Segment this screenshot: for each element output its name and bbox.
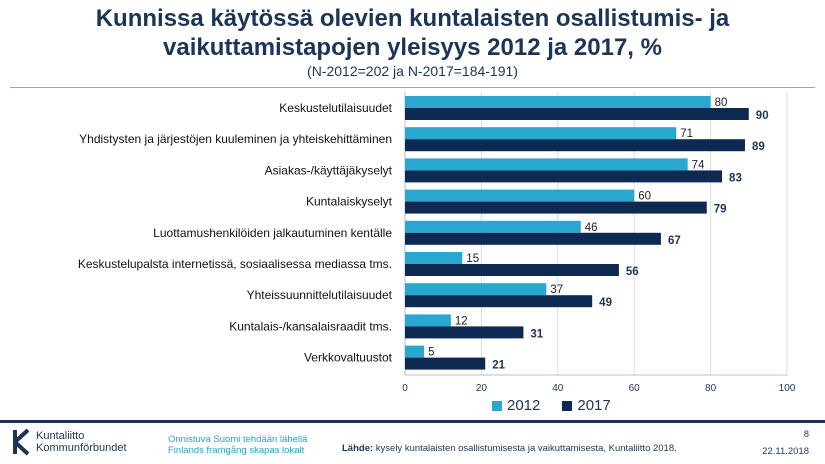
x-tick-label: 60: [629, 383, 641, 393]
chart-subtitle: (N-2012=202 ja N-2017=184-191): [307, 63, 518, 79]
x-tick-label: 40: [552, 383, 564, 393]
bar-2017: [405, 139, 745, 152]
title-line-2: vaikuttamistapojen yleisyys 2012 ja 2017…: [163, 34, 662, 61]
title-divider: [10, 87, 815, 88]
bar-2012: [405, 220, 581, 233]
data-label-2017: 49: [599, 297, 612, 309]
bar-2012: [405, 283, 547, 296]
data-label-2017: 89: [752, 141, 765, 153]
category-label: Yhdistysten ja järjestöjen kuuleminen ja…: [79, 132, 392, 146]
footer-divider: [0, 420, 825, 423]
bar-2012: [405, 189, 635, 202]
x-tick-label: 80: [705, 383, 717, 393]
data-label-2012: 5: [428, 347, 434, 359]
category-label: Yhteissuunnittelutilaisuudet: [247, 288, 393, 302]
x-tick-label: 0: [402, 383, 408, 393]
tagline-fi: Onnistuva Suomi tehdään lähellä: [168, 434, 308, 445]
source-text: kysely kuntalaisten osallistumisesta ja …: [373, 443, 677, 454]
chart-legend: 2012 2017: [492, 397, 611, 414]
data-label-2012: 74: [692, 159, 705, 171]
bar-2017: [405, 201, 707, 214]
footer-date: 22.11.2018: [762, 446, 809, 457]
bar-2012: [405, 96, 711, 108]
legend-label-2017: 2017: [577, 397, 611, 414]
data-label-2012: 80: [715, 97, 728, 109]
bar-2017: [405, 295, 593, 308]
x-tick-label: 20: [476, 383, 488, 393]
legend-swatch-2017: [562, 400, 573, 411]
category-label: Kuntalais-/kansalaisraadit tms.: [229, 319, 392, 333]
data-label-2012: 15: [466, 253, 479, 265]
chart-title: Kunnissa käytössä olevien kuntalaisten o…: [0, 4, 825, 62]
page-number: 8: [803, 429, 809, 440]
kuntaliitto-logo: Kuntaliitto Kommunförbundet: [12, 428, 127, 456]
title-line-1: Kunnissa käytössä olevien kuntalaisten o…: [95, 5, 730, 32]
source-note: Lähde: kysely kuntalaisten osallistumise…: [342, 443, 677, 454]
data-label-2012: 12: [455, 315, 468, 327]
bar-2017: [405, 170, 723, 183]
tagline-sv: Finlands framgång skapas lokalt: [168, 445, 305, 456]
category-label: Keskustelutilaisuudet: [279, 101, 392, 115]
bar-2017: [405, 108, 749, 120]
category-label: Verkkovaltuustot: [304, 351, 393, 365]
category-label: Kuntalaiskyselyt: [306, 195, 393, 209]
data-label-2012: 37: [550, 284, 563, 296]
data-label-2017: 56: [626, 266, 639, 278]
bar-chart: 0 20 40 60 80 100 Keskustelutilaisuudet 80 90 Yhd…: [78, 92, 796, 393]
data-label-2017: 90: [756, 110, 769, 122]
logo-mark-icon: [13, 428, 30, 456]
legend-label-2012: 2012: [507, 397, 541, 414]
legend-item-2012: 2012: [492, 397, 540, 414]
data-label-2017: 79: [714, 204, 727, 216]
bar-2017: [405, 357, 486, 370]
data-label-2017: 21: [492, 360, 505, 372]
bar-2012: [405, 314, 451, 327]
legend-item-2017: 2017: [562, 397, 611, 414]
bar-2012: [405, 158, 688, 171]
bar-2012: [405, 345, 425, 358]
data-label-2012: 60: [638, 191, 651, 203]
source-label: Lähde:: [342, 443, 374, 454]
footer-tagline: Onnistuva Suomi tehdään lähellä Finlands…: [168, 434, 307, 456]
bar-2012: [405, 127, 677, 140]
data-label-2017: 31: [530, 328, 543, 340]
category-label: Asiakas-/käyttäjäkyselyt: [265, 163, 393, 177]
x-tick-label: 100: [779, 383, 796, 393]
data-label-2017: 67: [668, 235, 681, 247]
logo-line-2: Kommunförbundet: [36, 442, 127, 454]
bar-2017: [405, 264, 619, 276]
legend-swatch-2012: [492, 400, 502, 411]
data-label-2017: 83: [729, 172, 742, 184]
category-label: Keskustelupalsta internetissä, sosiaalis…: [78, 257, 392, 271]
bar-2017: [405, 326, 524, 339]
logo-line-1: Kuntaliitto: [36, 430, 85, 442]
bar-2017: [405, 232, 661, 245]
data-label-2012: 46: [585, 222, 598, 234]
category-label: Luottamushenkilöiden jalkautuminen kentä…: [153, 226, 392, 240]
bar-2012: [405, 252, 463, 264]
data-label-2012: 71: [680, 128, 693, 140]
